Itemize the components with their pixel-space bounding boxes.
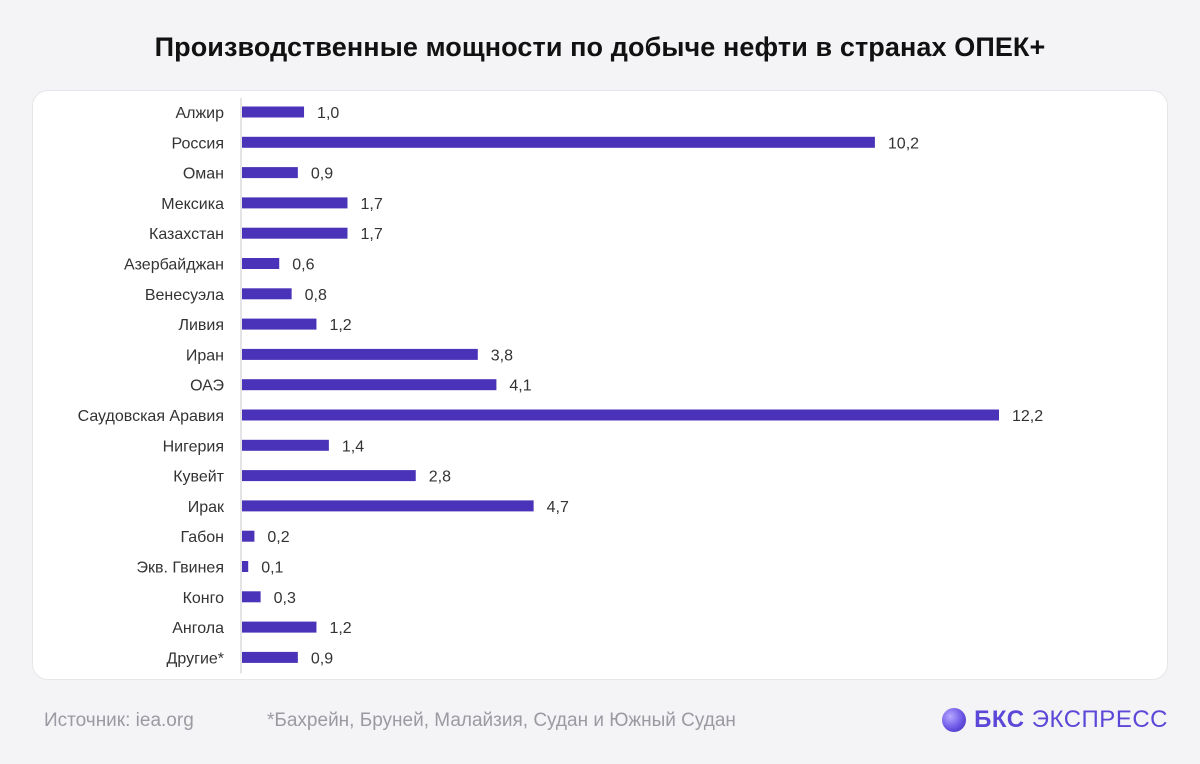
value-label: 0,8: [305, 287, 327, 304]
value-label: 3,8: [491, 347, 513, 364]
category-label: Конго: [183, 590, 225, 607]
bar: [242, 500, 534, 512]
bar: [242, 439, 329, 451]
brand-name-bold: БКС: [974, 706, 1025, 733]
category-label: Нигерия: [163, 438, 224, 455]
category-label: Ангола: [172, 620, 224, 637]
value-label: 0,3: [274, 590, 296, 607]
brand-name: БКС ЭКСПРЕСС: [974, 706, 1168, 734]
value-label: 0,9: [311, 650, 333, 667]
value-label: 0,9: [311, 166, 333, 183]
category-label: Венесуэла: [145, 287, 224, 304]
category-label: Ливия: [178, 317, 224, 334]
value-label: 0,2: [267, 529, 289, 546]
brand-sphere-icon: [942, 708, 967, 732]
value-label: 1,0: [317, 105, 339, 122]
category-label: Иран: [186, 347, 224, 364]
category-label: Габон: [180, 529, 224, 546]
bar: [242, 258, 280, 269]
category-label: Кувейт: [173, 469, 224, 486]
bar: [242, 379, 497, 391]
brand-name-rest: ЭКСПРЕСС: [1031, 706, 1168, 733]
bar: [242, 470, 416, 482]
category-label: ОАЭ: [190, 378, 224, 395]
category-label: Оман: [183, 166, 224, 183]
value-label: 10,2: [888, 135, 919, 152]
category-label: Россия: [172, 135, 224, 152]
value-label: 1,2: [329, 620, 351, 637]
bar: [242, 167, 298, 179]
bar: [242, 106, 305, 118]
bar: [242, 288, 292, 300]
category-label: Мексика: [161, 196, 224, 213]
category-label: Другие*: [167, 650, 224, 667]
source-note: Источник: iea.org: [44, 710, 194, 731]
bar: [242, 621, 317, 633]
value-label: 12,2: [1012, 408, 1043, 425]
bar: [242, 591, 261, 603]
value-label: 1,7: [360, 196, 382, 213]
value-label: 0,1: [261, 560, 283, 577]
brand-logo-block: БКС ЭКСПРЕСС: [942, 704, 1168, 736]
category-label: Казахстан: [149, 226, 224, 243]
bar: [242, 227, 348, 239]
category-label: Ирак: [188, 499, 225, 516]
value-label: 2,8: [429, 469, 451, 486]
category-label: Азербайджан: [124, 257, 224, 274]
bar: [242, 136, 875, 148]
bar: [242, 318, 317, 330]
bar: [242, 197, 348, 209]
category-label: Экв. Гвинея: [137, 560, 225, 577]
chart-title: Производственные мощности по добыче нефт…: [154, 32, 1046, 62]
value-label: 1,7: [360, 226, 382, 243]
bar: [242, 348, 478, 360]
value-label: 1,4: [342, 438, 364, 455]
chart-card: [32, 90, 1168, 680]
footnote: *Бахрейн, Бруней, Малайзия, Судан и Южны…: [267, 710, 736, 731]
value-label: 4,7: [547, 499, 569, 516]
value-label: 4,1: [509, 378, 531, 395]
bar: [242, 561, 249, 572]
value-label: 0,6: [292, 257, 314, 274]
bar: [242, 651, 298, 663]
category-label: Алжир: [175, 105, 224, 122]
bar: [242, 409, 999, 421]
category-label: Саудовская Аравия: [78, 408, 224, 425]
value-label: 1,2: [329, 317, 351, 334]
bar: [242, 530, 255, 542]
